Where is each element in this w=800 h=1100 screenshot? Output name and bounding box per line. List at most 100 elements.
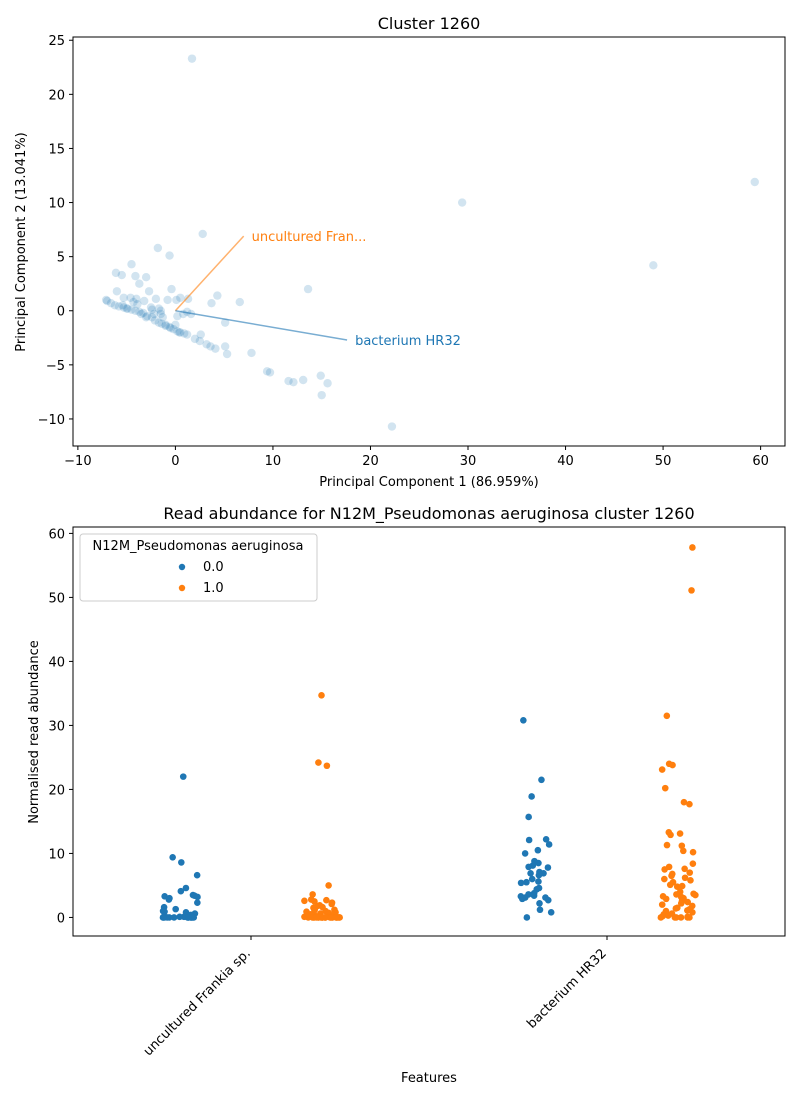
pca-point (102, 296, 112, 306)
abundance-plot-frame (72, 526, 786, 937)
abundance-point (194, 899, 201, 907)
pca-point (262, 367, 272, 376)
pca-point (151, 294, 161, 304)
abundance-point (657, 914, 665, 921)
abundance-point (517, 879, 525, 887)
pca-x-tick-label: 20 (362, 454, 379, 469)
abundance-point (689, 909, 696, 916)
abundance-point (179, 773, 187, 780)
pca-point (179, 329, 189, 338)
pca-y-tick-label: 25 (48, 34, 65, 49)
abundance-point (663, 712, 671, 720)
pca-point (220, 318, 230, 327)
loading-label-1: bacterium HR32 (355, 334, 461, 349)
pca-point (147, 305, 157, 314)
abundance-point (315, 759, 322, 766)
abundance-point (686, 914, 693, 921)
pca-x-ticks: −10 0 10 20 30 40 50 60 (64, 446, 769, 469)
pca-point (117, 270, 126, 280)
pca-point (126, 293, 135, 302)
abundance-point (547, 909, 555, 916)
abundance-point (165, 896, 173, 903)
abundance-point (678, 842, 686, 850)
pca-point (106, 298, 116, 308)
abundance-point (687, 877, 694, 884)
abundance-point (664, 912, 672, 919)
abundance-point (528, 793, 535, 800)
abundance-y-tick-label: 60 (48, 527, 65, 542)
abundance-point (663, 841, 671, 849)
pca-point (157, 319, 166, 328)
abundance-point (672, 905, 680, 912)
pca-point (146, 303, 156, 312)
abundance-point (681, 865, 688, 873)
pca-y-tick-label: −10 (38, 413, 65, 428)
abundance-point (182, 884, 190, 892)
abundance-y-tick-label: 40 (48, 655, 65, 670)
abundance-point (658, 766, 666, 773)
abundance-point (325, 882, 332, 889)
abundance-point (525, 813, 532, 821)
abundance-points (159, 544, 699, 921)
pca-point (141, 313, 151, 322)
pca-point (182, 307, 192, 317)
abundance-point (689, 848, 697, 856)
abundance-point (323, 896, 330, 904)
abundance-y-ticks: 0 10 20 30 40 50 60 (48, 527, 73, 926)
loading-label-0: uncultured Fran... (252, 230, 367, 245)
pca-point (167, 284, 176, 294)
legend-label-0: 0.0 (203, 560, 224, 575)
abundance-point (327, 914, 335, 921)
pca-point (165, 251, 174, 260)
loading-arrow-1 (175, 310, 348, 341)
abundance-point (518, 895, 526, 903)
abundance-point (169, 853, 176, 861)
pca-point (156, 306, 165, 315)
abundance-y-tick-label: 10 (48, 847, 65, 862)
abundance-point (194, 893, 201, 901)
pca-point (161, 321, 170, 331)
abundance-point (689, 860, 697, 867)
abundance-point (523, 878, 530, 886)
pca-point (247, 348, 256, 358)
abundance-point (538, 776, 545, 784)
pca-point (207, 298, 216, 308)
abundance-point (677, 914, 685, 921)
pca-point (154, 318, 164, 327)
pca-x-tick-label: 10 (265, 454, 282, 469)
pca-point (142, 311, 152, 321)
pca-point (135, 279, 144, 288)
abundance-point (692, 891, 699, 899)
pca-point (131, 271, 140, 281)
pca-point (131, 306, 140, 315)
pca-point (198, 229, 207, 239)
pca-plot-frame (72, 36, 786, 447)
abundance-x-ticks: uncultured Frankia sp. bacterium HR32 (141, 936, 610, 1059)
pca-point (140, 296, 149, 306)
abundance-point (686, 800, 693, 808)
abundance-point (678, 882, 686, 890)
pca-point (101, 295, 111, 305)
abundance-y-tick-label: 0 (57, 911, 65, 926)
abundance-point (525, 863, 532, 871)
abundance-y-tick-label: 30 (48, 719, 65, 734)
pca-point (182, 330, 192, 339)
abundance-point (684, 898, 691, 906)
pca-point (173, 327, 182, 336)
pca-point (110, 301, 120, 310)
pca-point (169, 324, 178, 334)
pca-point (172, 295, 181, 305)
legend-marker-0 (178, 563, 186, 571)
pca-point (222, 349, 232, 359)
pca-point (289, 377, 298, 387)
pca-point (129, 297, 138, 307)
pca-point (165, 322, 174, 332)
pca-y-ticks: −10 −5 0 5 10 15 20 25 (38, 34, 73, 428)
abundance-point (301, 897, 308, 905)
abundance-point (170, 914, 178, 921)
abundance-point (159, 914, 167, 921)
abundance-point (528, 875, 536, 883)
pca-points (101, 54, 759, 431)
pca-point (190, 334, 200, 344)
